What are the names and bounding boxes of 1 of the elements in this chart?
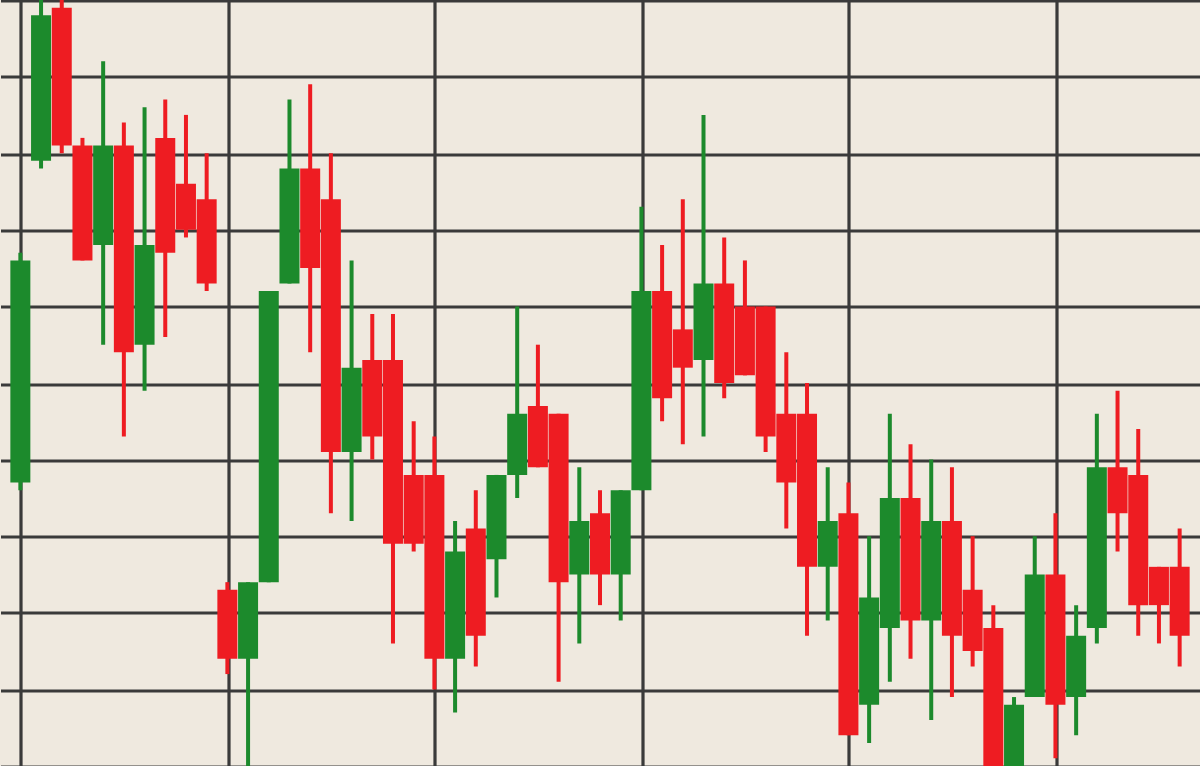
candlestick — [817, 465, 838, 623]
